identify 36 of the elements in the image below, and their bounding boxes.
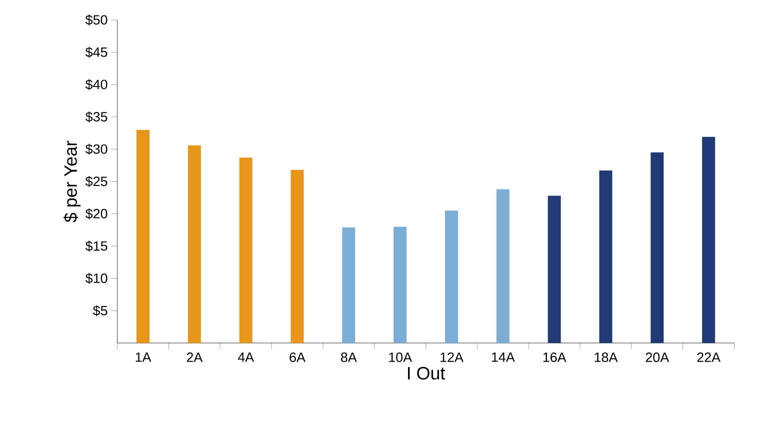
bar — [599, 170, 612, 343]
x-tick-label: 8A — [341, 352, 357, 362]
y-axis-title: $ per Year — [63, 140, 80, 222]
bar — [188, 145, 201, 343]
y-tick-label: $45 — [85, 46, 108, 58]
x-tick-label: 16A — [543, 352, 566, 362]
x-tick-label: 22A — [697, 352, 721, 362]
bar — [342, 227, 356, 343]
bar — [650, 152, 664, 343]
y-tick-label: $35 — [85, 111, 108, 122]
x-axis-title: I Out — [408, 366, 446, 380]
y-tick-label: $10 — [85, 272, 108, 284]
bar — [394, 226, 407, 343]
y-tick-label: $20 — [85, 208, 108, 220]
x-tick-label: 14A — [492, 352, 515, 362]
x-tick-label: 20A — [646, 352, 670, 362]
bar — [496, 189, 510, 343]
y-tick-label: $5 — [92, 305, 108, 316]
bar — [702, 136, 716, 343]
bar — [548, 196, 561, 343]
x-tick-label: 10A — [389, 352, 412, 362]
x-tick-label: 1A — [136, 352, 152, 362]
bar — [445, 210, 458, 343]
y-tick-label: $30 — [85, 144, 108, 155]
y-tick-label: $40 — [85, 79, 108, 90]
y-tick-label: $25 — [85, 176, 108, 187]
bar — [239, 158, 252, 343]
x-tick-label: 2A — [186, 352, 203, 362]
x-tick-label: 4A — [238, 352, 254, 362]
x-tick-label: 18A — [594, 352, 618, 362]
y-tick-label: $15 — [85, 240, 108, 252]
x-tick-label: 12A — [440, 352, 464, 362]
bar — [136, 130, 150, 343]
y-tick-label: $50 — [85, 14, 108, 26]
x-tick-label: 6A — [290, 352, 306, 362]
bar — [290, 170, 304, 343]
